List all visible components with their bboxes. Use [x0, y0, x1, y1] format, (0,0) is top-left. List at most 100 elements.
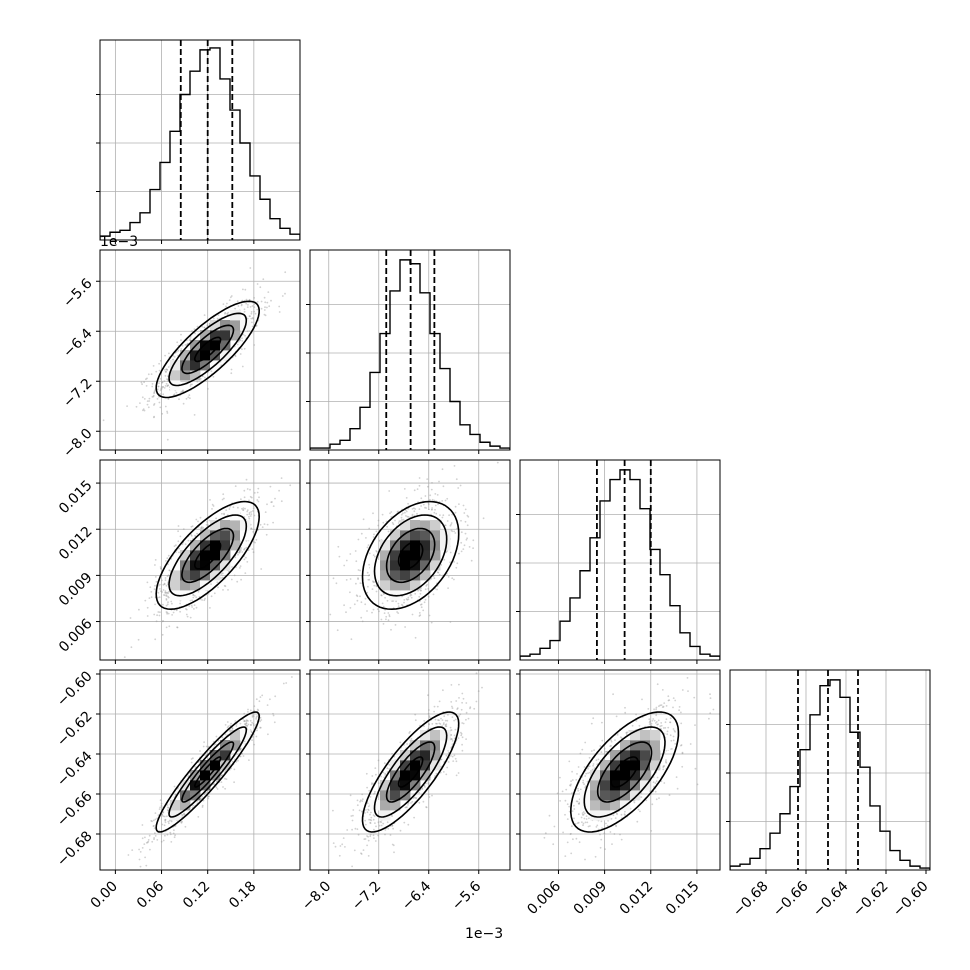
sample-point: [205, 523, 208, 526]
sample-point: [167, 612, 170, 615]
sample-point: [376, 550, 378, 553]
sample-point: [227, 311, 230, 314]
sample-point: [349, 794, 352, 797]
sample-point: [255, 735, 258, 738]
sample-point: [243, 308, 246, 311]
sample-point: [185, 613, 188, 616]
sample-point: [635, 713, 637, 716]
sample-point: [164, 594, 166, 597]
density-cell: [200, 770, 211, 781]
sample-point: [416, 512, 418, 515]
sample-point: [599, 745, 602, 747]
sample-point: [126, 405, 128, 407]
sample-point: [460, 708, 463, 711]
sample-point: [568, 805, 571, 808]
sample-point: [655, 708, 657, 711]
sample-point: [208, 519, 211, 522]
sample-point: [239, 565, 242, 567]
sample-point: [458, 552, 460, 555]
sample-point: [356, 828, 359, 831]
density-cell: [230, 530, 241, 541]
sample-point: [410, 802, 412, 804]
sample-point: [423, 720, 426, 722]
sample-point: [579, 788, 582, 791]
sample-point: [157, 611, 160, 613]
sample-point: [162, 589, 165, 591]
sample-point: [207, 795, 210, 798]
sample-point: [373, 533, 375, 536]
sample-point: [154, 818, 157, 821]
sample-point: [427, 782, 430, 785]
sample-point: [588, 817, 590, 820]
density-cell: [390, 540, 401, 551]
sample-point: [601, 827, 603, 829]
contour-3: [155, 500, 261, 611]
sample-point: [423, 601, 426, 604]
density-cell: [410, 520, 421, 531]
sample-point: [664, 721, 667, 724]
sample-point: [167, 384, 170, 387]
density-cell: [400, 570, 411, 581]
sample-point: [380, 594, 383, 597]
sample-point: [461, 749, 464, 752]
sample-point: [367, 574, 370, 577]
sample-point: [230, 368, 233, 371]
sample-point: [354, 550, 357, 552]
sample-point: [709, 693, 711, 696]
x-tick-label-3-3: −0.62: [850, 878, 892, 920]
sample-point: [154, 832, 156, 835]
sample-point: [254, 541, 256, 544]
sample-point: [269, 698, 271, 701]
sample-point: [253, 705, 256, 708]
sample-point: [446, 766, 449, 769]
sample-point: [137, 638, 140, 641]
sample-point: [223, 497, 225, 500]
sample-point: [368, 818, 370, 821]
density-cell: [410, 750, 421, 761]
sample-point: [650, 722, 653, 725]
sample-point: [166, 557, 169, 560]
sample-point: [131, 849, 134, 851]
sample-point: [146, 377, 148, 380]
sample-point: [255, 538, 258, 541]
sample-point: [616, 813, 618, 816]
sample-point: [167, 596, 170, 599]
sample-point: [172, 611, 175, 614]
sample-point: [435, 772, 438, 775]
density-cell: [220, 340, 231, 351]
sample-point: [570, 783, 572, 786]
sample-point: [604, 750, 607, 753]
sample-point: [408, 732, 411, 734]
sample-point: [210, 595, 213, 598]
density-cell: [410, 580, 421, 591]
sample-point: [668, 794, 671, 796]
sample-point: [443, 722, 445, 724]
sample-point: [215, 735, 218, 738]
sample-point: [178, 547, 181, 550]
sample-point: [367, 809, 370, 811]
density-cell: [200, 330, 211, 341]
contour-2: [373, 514, 448, 597]
sample-point: [428, 716, 431, 719]
density-cell: [410, 550, 421, 561]
sample-point: [355, 582, 357, 585]
density-cell: [190, 580, 201, 591]
sample-point: [454, 532, 457, 534]
density-cell: [590, 810, 601, 821]
sample-point: [659, 704, 662, 707]
sample-point: [392, 523, 395, 526]
sample-point: [143, 843, 146, 845]
sample-point: [645, 799, 648, 802]
sample-point: [386, 767, 389, 770]
sample-point: [181, 814, 183, 816]
sample-point: [148, 834, 151, 837]
sample-point: [367, 585, 369, 588]
sample-point: [426, 583, 428, 586]
sample-point: [191, 330, 193, 333]
sample-point: [362, 518, 365, 521]
sample-point: [419, 614, 422, 617]
sample-point: [241, 551, 244, 553]
sample-point: [157, 584, 160, 587]
sample-point: [175, 544, 177, 547]
sample-point: [173, 356, 176, 358]
